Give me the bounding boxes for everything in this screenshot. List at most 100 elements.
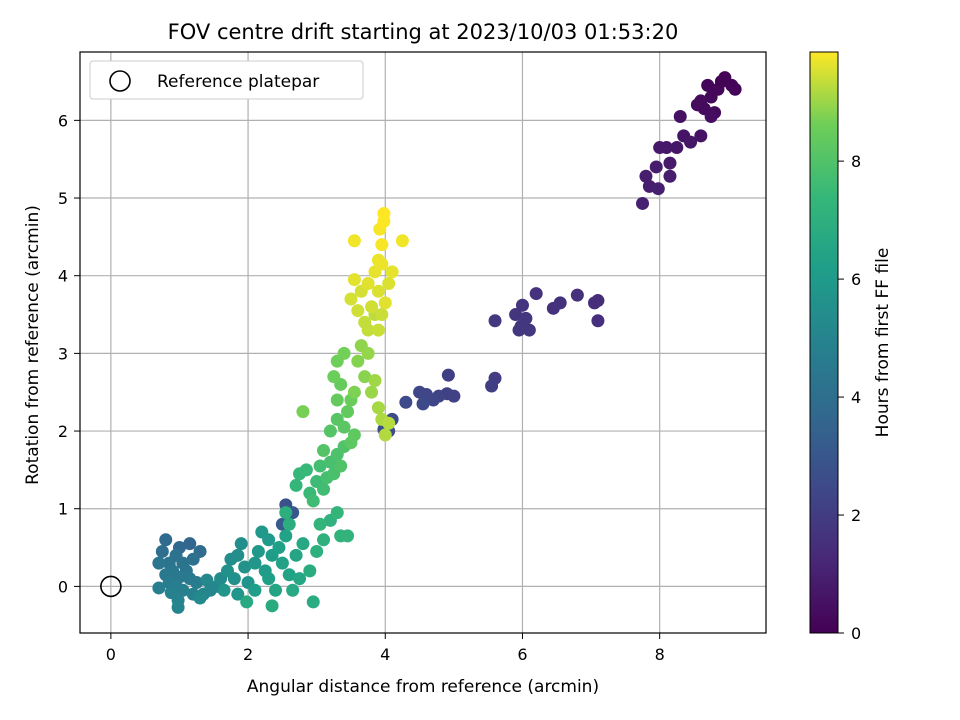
data-points xyxy=(152,71,742,614)
y-axis-ticks: 0 1 2 3 4 5 6 xyxy=(58,111,80,596)
data-point xyxy=(588,296,601,310)
colorbar-tick-label: 0 xyxy=(851,624,861,643)
data-point xyxy=(317,533,331,547)
data-point xyxy=(512,323,526,337)
data-point xyxy=(377,207,391,221)
data-point xyxy=(515,298,529,312)
data-point xyxy=(639,169,653,183)
data-point xyxy=(365,385,379,399)
data-point xyxy=(375,308,389,322)
data-point xyxy=(351,304,365,318)
y-tick-label: 1 xyxy=(58,500,68,519)
data-point xyxy=(171,600,185,614)
data-point xyxy=(416,397,430,411)
data-point xyxy=(382,276,396,290)
data-point xyxy=(522,323,536,337)
data-point xyxy=(382,416,396,430)
data-point xyxy=(653,141,667,155)
data-point xyxy=(286,583,300,597)
x-tick-label: 6 xyxy=(517,645,527,664)
data-point xyxy=(183,537,197,551)
data-point xyxy=(701,78,715,92)
data-point xyxy=(447,389,461,403)
data-point xyxy=(426,393,440,407)
data-point xyxy=(155,544,169,558)
data-point xyxy=(351,354,365,368)
y-tick-label: 3 xyxy=(58,344,68,363)
data-point xyxy=(262,572,276,586)
data-point xyxy=(234,537,248,551)
plot-frame xyxy=(79,51,767,634)
data-point xyxy=(317,482,331,496)
data-point xyxy=(663,169,677,183)
data-point xyxy=(327,370,341,384)
data-point xyxy=(251,544,265,558)
data-point xyxy=(248,583,262,597)
data-point xyxy=(488,314,502,328)
data-point xyxy=(231,548,245,562)
data-point xyxy=(176,583,190,597)
data-point xyxy=(193,591,207,605)
colorbar-tick-label: 6 xyxy=(851,270,861,289)
data-point xyxy=(509,308,523,322)
data-point xyxy=(272,541,286,555)
data-point xyxy=(334,459,348,473)
data-point xyxy=(341,405,355,419)
data-point xyxy=(200,573,214,587)
data-point xyxy=(371,323,385,337)
data-point xyxy=(378,296,392,310)
y-tick-label: 0 xyxy=(58,577,68,596)
data-point xyxy=(293,572,307,586)
data-point xyxy=(347,385,361,399)
legend-marker-icon xyxy=(109,70,131,92)
data-point xyxy=(485,379,499,393)
data-point xyxy=(289,478,303,492)
data-point xyxy=(347,273,361,287)
data-point xyxy=(344,292,358,306)
data-point xyxy=(368,374,382,388)
data-point xyxy=(323,424,337,438)
data-point xyxy=(529,287,543,301)
data-point xyxy=(330,393,344,407)
reference-platepar-marker xyxy=(100,575,122,598)
data-point xyxy=(684,135,698,149)
data-point xyxy=(371,284,385,298)
data-point xyxy=(296,537,310,551)
colorbar-tick-label: 8 xyxy=(851,152,861,171)
colorbar-tick-label: 4 xyxy=(851,388,861,407)
data-point xyxy=(399,395,413,409)
y-tick-label: 2 xyxy=(58,422,68,441)
data-point xyxy=(152,556,166,570)
data-point xyxy=(282,568,296,582)
x-tick-label: 8 xyxy=(655,645,665,664)
data-point xyxy=(673,109,687,123)
colorbar-ticks: 0 2 4 6 8 xyxy=(838,152,861,643)
data-point xyxy=(217,583,231,597)
data-point xyxy=(337,346,351,360)
data-point xyxy=(636,196,650,210)
data-point xyxy=(361,346,375,360)
data-point xyxy=(694,129,708,143)
data-point xyxy=(441,368,455,382)
data-point xyxy=(282,517,296,531)
x-tick-label: 0 xyxy=(106,645,116,664)
data-point xyxy=(310,544,324,558)
data-point xyxy=(279,529,293,543)
x-tick-label: 4 xyxy=(380,645,390,664)
data-point xyxy=(265,599,279,613)
data-point xyxy=(186,552,200,566)
y-tick-label: 6 xyxy=(58,111,68,130)
data-point xyxy=(240,595,254,609)
data-point xyxy=(395,234,409,248)
data-point xyxy=(289,548,303,562)
data-point xyxy=(371,401,385,415)
data-point xyxy=(361,323,375,337)
data-point xyxy=(371,253,385,267)
data-point xyxy=(227,572,241,586)
y-tick-label: 5 xyxy=(58,189,68,208)
data-point xyxy=(306,595,320,609)
data-point xyxy=(337,420,351,434)
data-point xyxy=(299,463,313,477)
data-point xyxy=(248,556,262,570)
